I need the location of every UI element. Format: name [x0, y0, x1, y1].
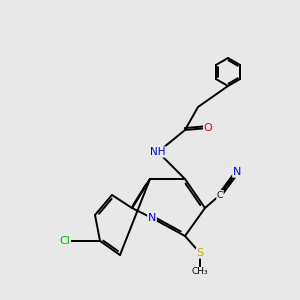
- Text: N: N: [233, 167, 241, 177]
- Text: N: N: [148, 213, 156, 223]
- Text: NH: NH: [150, 147, 166, 157]
- Text: C: C: [217, 190, 223, 200]
- Text: CH₃: CH₃: [192, 268, 208, 277]
- Text: Cl: Cl: [60, 236, 70, 246]
- Text: O: O: [204, 123, 212, 133]
- Text: S: S: [196, 248, 204, 258]
